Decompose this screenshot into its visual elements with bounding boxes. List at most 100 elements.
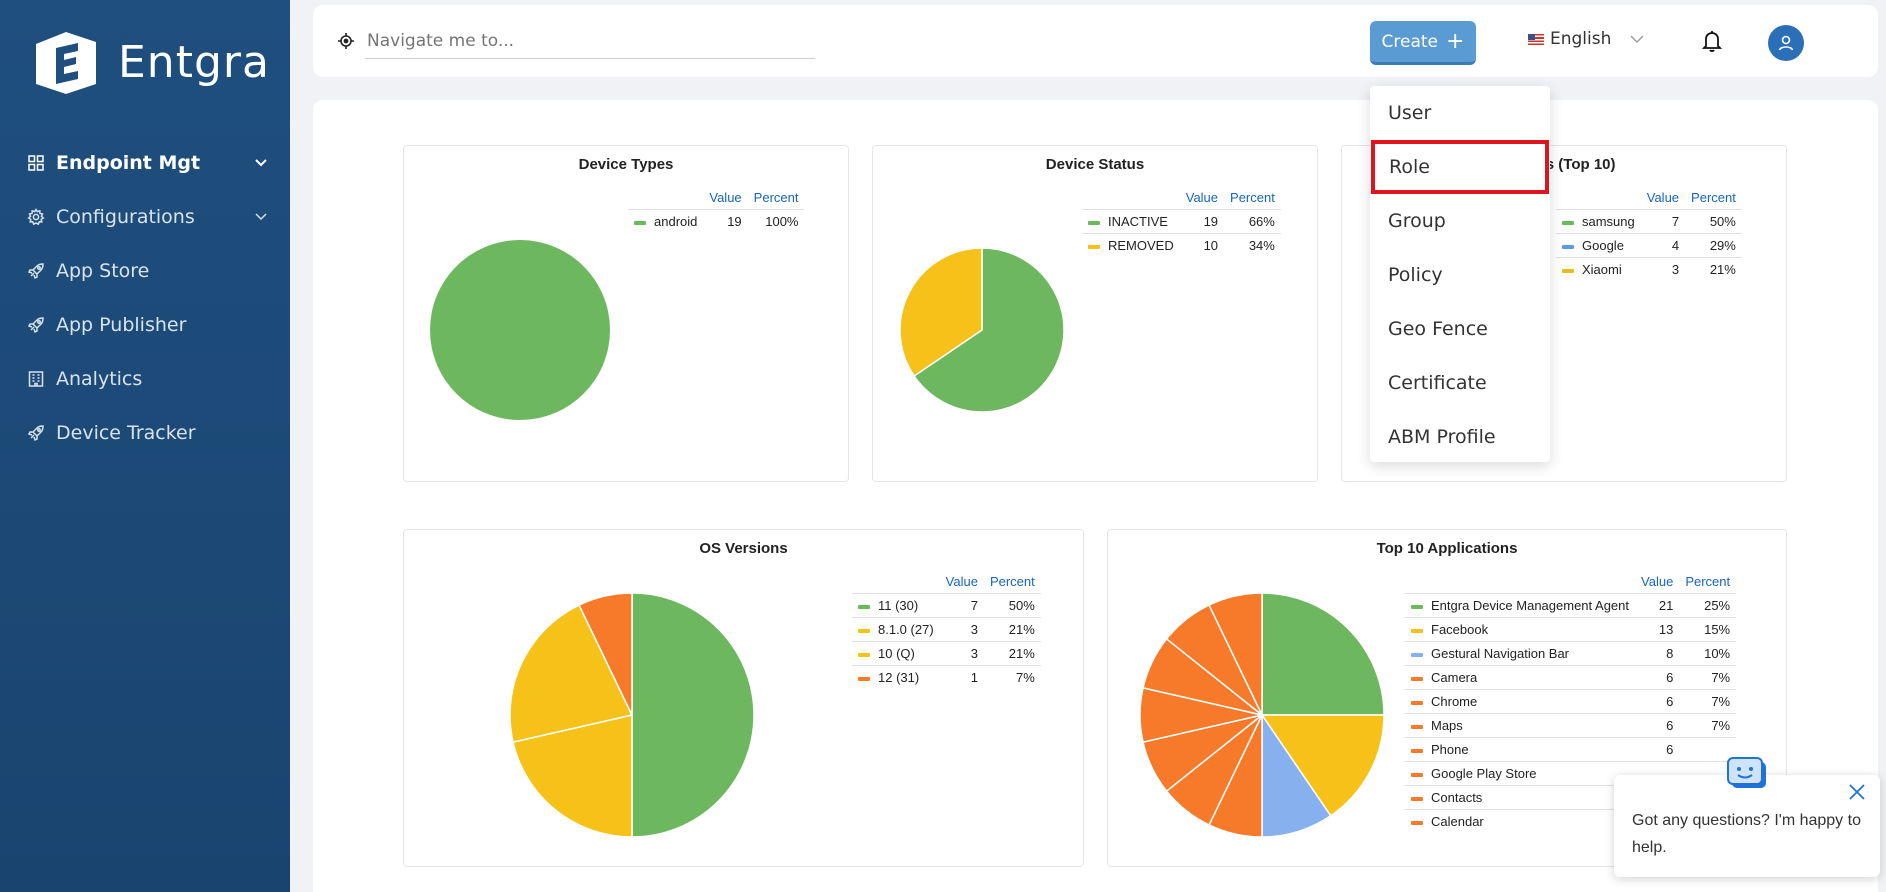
legend-header-row: Value Percent	[1082, 190, 1281, 210]
legend-row[interactable]: Google 4 29%	[1556, 233, 1742, 258]
create-menu-item-abm-profile[interactable]: ABM Profile	[1388, 426, 1496, 448]
legend-value: 7	[939, 593, 984, 618]
pie-slice[interactable]	[631, 592, 755, 838]
legend-label-text: 12 (31)	[878, 670, 920, 685]
chart-legend: Value Percent Entgra Device Management Age…	[1405, 574, 1737, 833]
legend-row[interactable]: Camera 6 7%	[1405, 665, 1737, 690]
create-menu-item-geo-fence[interactable]: Geo Fence	[1388, 318, 1488, 340]
legend-row[interactable]: Facebook 13 15%	[1405, 617, 1737, 642]
legend-row[interactable]: Phone 6	[1405, 737, 1737, 762]
legend-swatch	[1088, 220, 1100, 225]
legend-header-percent: Percent	[1691, 190, 1736, 205]
navigate-input[interactable]	[365, 23, 815, 59]
legend-header-row: Value Percent	[1556, 190, 1742, 210]
legend-row[interactable]: Chrome 6 7%	[1405, 689, 1737, 714]
create-menu-item-policy[interactable]: Policy	[1388, 264, 1443, 286]
rocket-icon	[26, 261, 46, 281]
close-icon[interactable]	[1848, 783, 1866, 801]
legend-value: 6	[1635, 665, 1680, 690]
legend-header-value: Value	[1641, 574, 1674, 589]
legend-row[interactable]: Google Play Store	[1405, 761, 1737, 786]
legend-label-text: Camera	[1431, 670, 1478, 685]
language-select[interactable]: English	[1528, 29, 1645, 49]
legend-header-percent: Percent	[1685, 574, 1731, 589]
legend-swatch	[1411, 652, 1423, 657]
legend-row[interactable]: samsung 7 50%	[1556, 209, 1742, 234]
legend-value: 3	[939, 617, 984, 642]
legend-header-label	[1082, 190, 1180, 210]
legend-label: Gestural Navigation Bar	[1405, 641, 1636, 666]
legend-row[interactable]: Gestural Navigation Bar 8 10%	[1405, 641, 1737, 666]
legend-label-text: samsung	[1582, 214, 1635, 229]
legend-row[interactable]: 8.1.0 (27) 3 21%	[852, 617, 1041, 642]
legend-row[interactable]: 11 (30) 7 50%	[852, 593, 1041, 618]
pie-slice[interactable]	[1260, 714, 1385, 817]
legend-label: samsung	[1556, 209, 1641, 234]
legend-percent: 66%	[1224, 209, 1281, 234]
chatbot-icon[interactable]	[1726, 756, 1770, 796]
legend-label: android	[628, 209, 704, 233]
legend-label: Facebook	[1405, 617, 1636, 642]
legend-row[interactable]: android 19 100%	[628, 209, 805, 233]
create-menu-item-certificate[interactable]: Certificate	[1388, 372, 1487, 394]
legend-header-percent: Percent	[1230, 190, 1275, 205]
pie-slice[interactable]	[430, 240, 610, 420]
legend-swatch	[1411, 700, 1423, 705]
legend-row[interactable]: 10 (Q) 3 21%	[852, 641, 1041, 666]
legend-value: 6	[1635, 713, 1680, 738]
legend-swatch	[1411, 748, 1423, 753]
sidebar-item-configurations[interactable]: Configurations	[0, 190, 290, 244]
legend-percent: 50%	[1685, 209, 1742, 234]
create-menu-item-role[interactable]: Role	[1371, 140, 1549, 194]
legend-row[interactable]: Maps 6 7%	[1405, 713, 1737, 738]
user-avatar[interactable]	[1768, 25, 1804, 61]
sidebar-item-app-publisher[interactable]: App Publisher	[0, 298, 290, 352]
legend-swatch	[1411, 628, 1423, 633]
brand-logo[interactable]: Entgra	[30, 26, 270, 98]
create-menu-item-group[interactable]: Group	[1388, 210, 1446, 232]
sidebar-item-device-tracker[interactable]: Device Tracker	[0, 406, 290, 460]
sidebar-item-analytics[interactable]: Analytics	[0, 352, 290, 406]
pie-slice[interactable]	[1208, 592, 1263, 716]
sidebar-item-app-store[interactable]: App Store	[0, 244, 290, 298]
legend-row[interactable]: REMOVED 10 34%	[1082, 233, 1281, 257]
pie-slice[interactable]	[509, 604, 634, 744]
legend-header-label	[1405, 574, 1635, 594]
legend-value: 21	[1635, 593, 1680, 618]
legend-label: Chrome	[1405, 689, 1636, 714]
legend-swatch	[1411, 604, 1423, 609]
legend-label-text: 8.1.0 (27)	[878, 622, 934, 637]
legend-row[interactable]: INACTIVE 19 66%	[1082, 209, 1281, 234]
rocket-icon	[26, 315, 46, 335]
sidebar-item-endpoint-mgt[interactable]: Endpoint Mgt	[0, 136, 290, 190]
legend-row[interactable]: Xiaomi 3 21%	[1556, 257, 1742, 281]
create-button[interactable]: Create +	[1370, 21, 1476, 65]
legend-percent: 29%	[1685, 233, 1742, 258]
pie-slice[interactable]	[1261, 592, 1385, 716]
legend-label-text: Entgra Device Management Agent	[1431, 598, 1630, 613]
legend-label-text: Xiaomi	[1582, 262, 1622, 277]
legend-label-text: 10 (Q)	[878, 646, 915, 661]
legend-label-text: INACTIVE	[1108, 214, 1168, 229]
create-menu-item-user[interactable]: User	[1388, 102, 1432, 124]
legend-swatch	[1411, 772, 1423, 777]
legend-value: 10	[1179, 233, 1225, 257]
pie-slice[interactable]	[899, 247, 983, 378]
bell-icon[interactable]	[1701, 29, 1723, 53]
plus-icon: +	[1446, 29, 1465, 54]
chat-bubble: Got any questions? I'm happy to help.	[1614, 775, 1880, 877]
sidebar-item-label: Device Tracker	[56, 422, 196, 444]
sidebar: Entgra Endpoint Mgt Configurations App S…	[0, 0, 290, 892]
legend-header-label	[852, 574, 940, 594]
legend-row[interactable]: Entgra Device Management Agent 21 25%	[1405, 593, 1737, 618]
pie-slice[interactable]	[913, 247, 1065, 413]
pie-slice[interactable]	[512, 714, 633, 838]
legend-label-text: Contacts	[1431, 790, 1483, 805]
legend-row[interactable]: 12 (31) 1 7%	[852, 665, 1041, 689]
chart-legend: Value Percent INACTIVE 19 66% REMOVED 10 34%	[1082, 190, 1281, 257]
sidebar-nav: Endpoint Mgt Configurations App Store Ap…	[0, 136, 290, 460]
rocket-icon	[26, 423, 46, 443]
legend-header-value: Value	[945, 574, 978, 589]
pie-slice[interactable]	[578, 592, 633, 716]
legend-label-text: Google	[1582, 238, 1624, 253]
